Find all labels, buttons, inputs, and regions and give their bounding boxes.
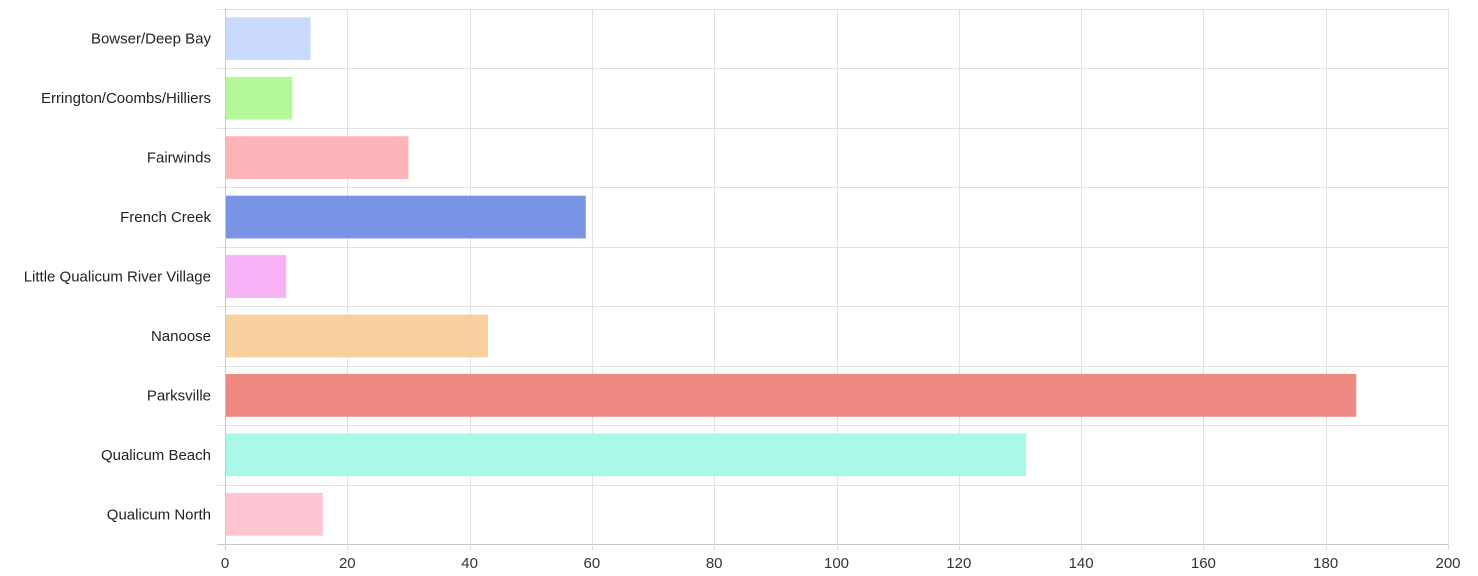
x-tick-label: 60	[584, 555, 601, 572]
grid	[217, 9, 1449, 550]
axes	[217, 9, 1448, 550]
category-label: Bowser/Deep Bay	[91, 31, 212, 48]
labels: 0 20 40 60 80 100 120 140 160 180 200 Bowser/Deep B…	[24, 31, 1461, 572]
bar-errington-coombs-hilliers[interactable]	[226, 76, 293, 120]
bar-parksville[interactable]	[226, 373, 1357, 417]
bar-french-creek[interactable]	[226, 195, 586, 239]
bar-little-qualicum-river-village[interactable]	[226, 255, 287, 298]
x-tick-label: 180	[1313, 555, 1338, 572]
category-label: Qualicum North	[107, 506, 211, 523]
x-tick-label: 200	[1435, 555, 1460, 572]
category-label: Qualicum Beach	[101, 447, 211, 464]
x-tick-label: 120	[946, 555, 971, 572]
x-tick-label: 20	[339, 555, 356, 572]
bar-fairwinds[interactable]	[226, 136, 409, 180]
bar-qualicum-beach[interactable]	[226, 433, 1027, 477]
bars	[226, 17, 1357, 536]
category-label: Parksville	[147, 387, 211, 404]
category-label: Errington/Coombs/Hilliers	[41, 90, 211, 107]
x-tick-label: 160	[1191, 555, 1216, 572]
x-tick-label: 100	[824, 555, 849, 572]
bar-qualicum-north[interactable]	[226, 492, 323, 536]
x-tick-label: 80	[706, 555, 723, 572]
bar-nanoose[interactable]	[226, 314, 488, 358]
x-tick-label: 0	[221, 555, 229, 572]
category-label: Fairwinds	[147, 150, 211, 167]
category-label: Nanoose	[151, 328, 211, 345]
x-tick-label: 40	[461, 555, 478, 572]
x-tick-label: 140	[1069, 555, 1094, 572]
category-label: Little Qualicum River Village	[24, 269, 211, 286]
bar-bowser-deep-bay[interactable]	[226, 17, 311, 61]
category-label: French Creek	[120, 209, 211, 226]
